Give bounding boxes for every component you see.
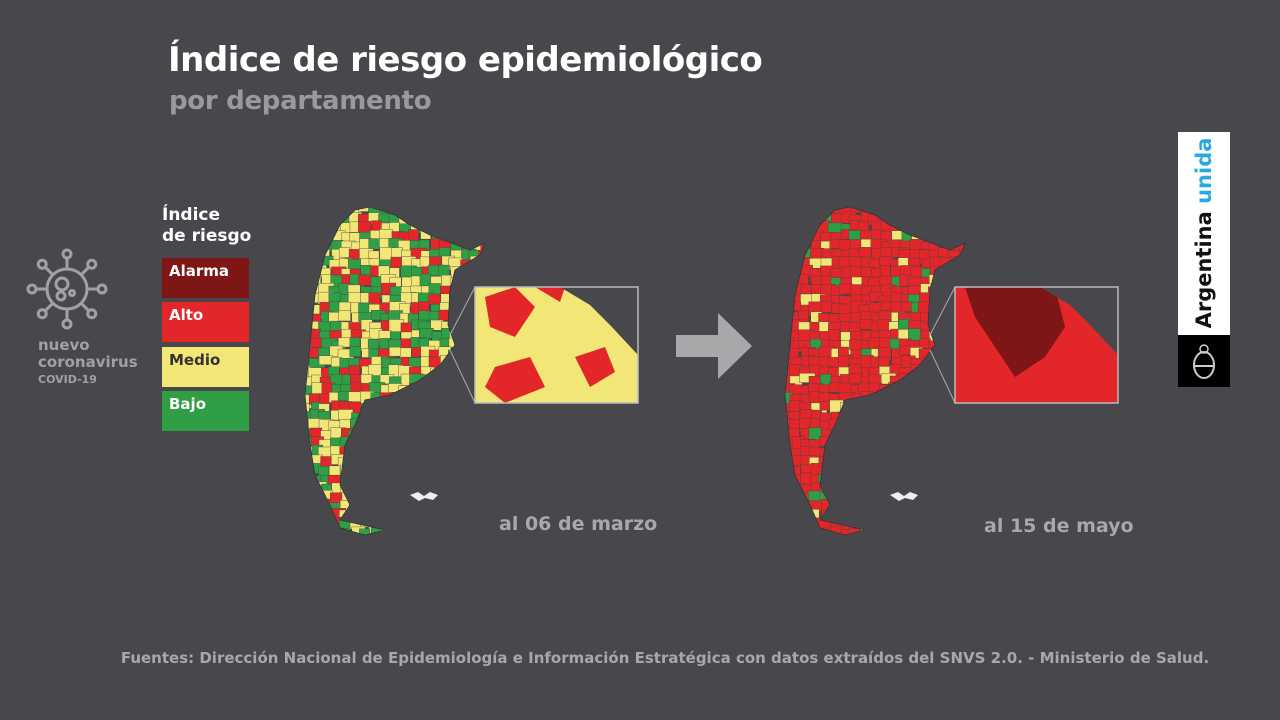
map-date-march: al 06 de marzo [499,513,658,535]
campaign-line-2: coronavirus [38,353,138,371]
coat-of-arms-icon [1193,344,1215,379]
logo-text-unida: unida [1192,137,1216,204]
map-inset-buenos-aires [955,287,1118,403]
legend-title: Índice de riesgo [162,205,251,247]
legend-item-bajo: Bajo [162,391,249,431]
coronavirus-icon [26,248,108,330]
malvinas-islands [890,492,918,501]
map-inset-buenos-aires [475,287,638,403]
malvinas-islands [410,492,438,501]
logo-text-argentina: Argentina [1192,211,1216,329]
campaign-line-1: nuevo [38,336,90,354]
source-footnote: Fuentes: Dirección Nacional de Epidemiol… [120,649,1210,667]
map-march [304,206,639,536]
page-title: Índice de riesgo epidemiológico [168,40,763,80]
legend-title-line-1: Índice [162,205,221,225]
map-date-may: al 15 de mayo [984,515,1134,537]
arrow-right-icon [676,313,752,379]
page-subtitle: por departamento [169,86,432,116]
map-may [784,206,1119,536]
legend-title-line-2: de riesgo [162,226,252,246]
legend-item-alto: Alto [162,302,249,342]
legend-item-medio: Medio [162,347,249,387]
campaign-line-3: COVID-19 [38,373,97,386]
legend-item-alarma: Alarma [162,258,249,298]
campaign-label: nuevo coronavirus COVID-19 [38,337,138,388]
argentina-unida-logo: Argentina unida [1178,132,1230,387]
